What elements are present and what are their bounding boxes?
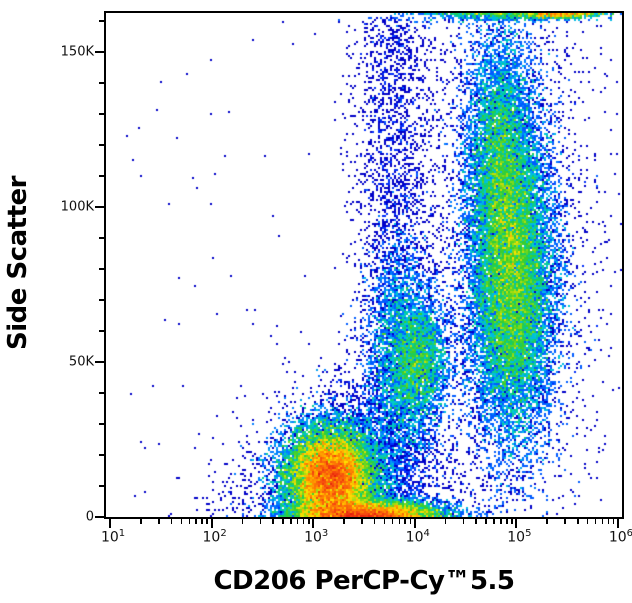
x-minor-tick (511, 519, 513, 524)
x-minor-tick (296, 519, 299, 524)
x-tick-label: 104 (405, 528, 430, 546)
x-minor-tick (373, 519, 376, 524)
x-minor-tick (282, 519, 284, 524)
x-minor-tick (259, 519, 262, 524)
x-minor-tick (607, 519, 610, 524)
x-minor-tick (601, 519, 604, 524)
x-minor-tick (485, 519, 487, 524)
x-minor-tick (391, 519, 394, 524)
x-tick-label: 101 (100, 528, 126, 546)
x-minor-tick (195, 519, 197, 524)
x-minor-tick (409, 519, 412, 524)
x-minor-tick (343, 519, 345, 524)
x-minor-tick (493, 519, 495, 524)
x-minor-tick (462, 519, 465, 524)
x-major-tick (109, 519, 112, 528)
x-minor-tick (158, 519, 160, 524)
x-tick-label: 103 (304, 528, 329, 546)
x-minor-tick (140, 519, 142, 524)
y-major-tick (95, 516, 104, 518)
x-minor-tick (594, 519, 597, 524)
x-minor-tick (201, 519, 203, 524)
density-scatter-canvas (106, 13, 622, 517)
x-minor-tick (206, 519, 208, 524)
x-minor-tick (383, 519, 386, 524)
x-major-tick (616, 519, 619, 528)
x-major-tick (210, 519, 213, 528)
x-minor-tick (586, 519, 589, 524)
x-minor-tick (290, 519, 292, 524)
x-major-tick (515, 519, 518, 528)
x-major-tick (413, 519, 416, 528)
x-tick-label: 106 (608, 528, 632, 546)
x-minor-tick (272, 519, 274, 524)
x-minor-tick (398, 519, 401, 524)
x-minor-tick (241, 519, 244, 524)
x-minor-tick (564, 519, 566, 524)
y-axis-title: Side Scatter (3, 176, 33, 350)
x-tick-label: 102 (202, 528, 227, 546)
x-axis-title: CD206 PerCP-Cy™5.5 (213, 566, 515, 596)
y-axis-title-wrap: Side Scatter (0, 11, 36, 515)
y-major-tick (95, 206, 104, 209)
x-minor-tick (302, 519, 305, 524)
x-minor-tick (180, 519, 183, 524)
x-minor-tick (577, 519, 579, 524)
x-minor-tick (444, 519, 447, 524)
x-minor-tick (546, 519, 548, 524)
plot-area (104, 11, 624, 519)
x-tick-label: 105 (507, 528, 532, 546)
x-minor-tick (404, 519, 406, 524)
x-minor-tick (361, 519, 363, 524)
y-major-tick (95, 361, 104, 364)
x-major-tick (312, 519, 315, 528)
x-minor-tick (500, 519, 502, 524)
x-minor-tick (475, 519, 477, 524)
x-minor-tick (506, 519, 508, 524)
x-minor-tick (170, 519, 173, 524)
x-minor-tick (188, 519, 191, 524)
x-minor-tick (308, 519, 310, 524)
x-minor-tick (612, 519, 615, 524)
y-major-tick (95, 51, 104, 54)
